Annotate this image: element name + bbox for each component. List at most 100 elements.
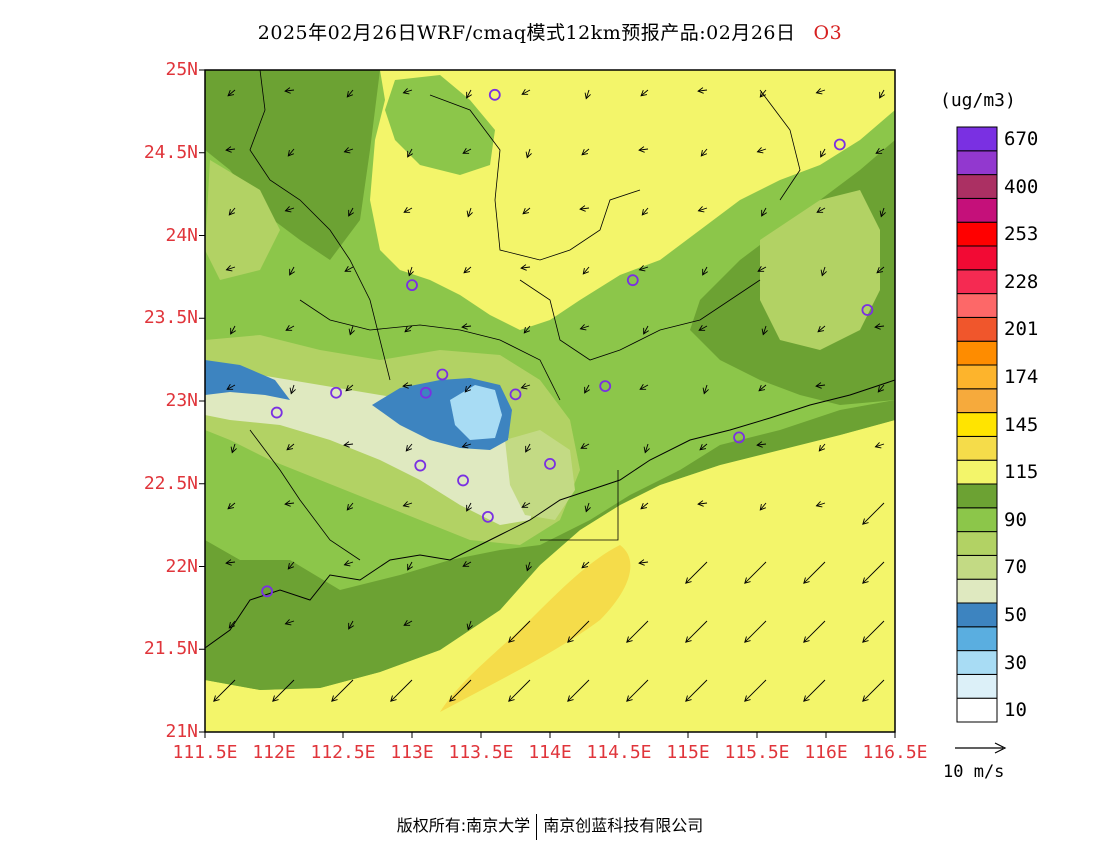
legend-swatch [956,269,998,295]
wind-arrow [521,502,531,508]
lat-label: 22N [165,555,198,577]
legend-swatch [956,602,998,628]
wind-arrow [761,207,767,217]
wind-arrowhead [285,325,293,331]
wind-arrow [523,325,531,334]
wind-arrow [758,384,767,392]
wind-arrow [467,620,472,630]
wind-arrowhead [461,323,468,330]
wind-arrowhead [803,695,810,702]
wind-arrowhead [462,148,470,154]
wind-arrowhead [390,695,397,702]
wind-arrow [816,207,826,213]
wind-arrow [626,620,649,643]
legend-swatch [956,221,998,247]
wind-arrowhead [640,502,648,510]
wind-arrowhead [626,695,633,702]
legend-swatch [956,150,998,176]
wind-arrowhead [228,208,236,216]
wind-arrow [526,148,531,158]
title-text: 2025年02月26日WRF/cmaq模式12km预报产品:02月26日 [257,22,796,44]
wind-arrow [862,679,885,702]
wind-arrowhead [638,146,645,153]
wind-arrowhead [405,444,413,452]
wind-arrowhead [862,518,869,525]
legend-swatch [956,483,998,509]
wind-arrowhead [521,502,529,508]
field-ne-light [760,190,880,350]
field-nw-dark [205,70,380,260]
station-marker [733,431,745,444]
wind-arrow [464,384,472,393]
wind-arrowhead [877,385,885,393]
wind-arrow [404,325,413,333]
wind-arrowhead [289,268,295,276]
wind-arrow [331,679,354,702]
wind-arrowhead [579,324,587,331]
wind-arrow [344,443,354,446]
wind-arrowhead [815,88,823,95]
wind-arrow [639,148,649,151]
wind-arrow [759,502,767,511]
station-marker [544,457,556,470]
boundary-sw [249,429,361,561]
wind-arrowhead [638,265,646,272]
legend-swatch [956,293,998,318]
wind-arrowhead [508,695,515,702]
wind-arrowhead [744,577,751,584]
wind-arrowhead [402,88,410,95]
wind-arrowhead [874,442,882,449]
wind-arrow [285,89,295,92]
wind-arrow [227,89,236,97]
legend-value: 400 [1004,175,1039,198]
wind-arrow [226,561,236,564]
wind-arrow [522,207,531,215]
lat-label: 21N [165,721,198,742]
wind-arrowhead [697,87,704,94]
wind-arrowhead [759,90,767,98]
wind-arrowhead [816,207,824,213]
wind-arrowhead [287,149,295,157]
wind-arrowhead [580,443,588,449]
wind-arrowhead [525,445,531,453]
wind-arrowhead [862,636,869,643]
wind-arrowhead [744,636,751,643]
wind-arrow [226,148,236,151]
wind-arrowhead [461,442,469,449]
wind-arrowhead [230,446,237,454]
wind-arrow [286,443,295,451]
station-marker [406,279,418,292]
legend-swatch [956,245,998,271]
boundary-hk [540,470,619,541]
wind-arrow [700,148,708,157]
map-title: 2025年02月26日WRF/cmaq模式12km预报产品:02月26日 O3 [0,18,1100,45]
station-marker [626,274,639,287]
station-marker [509,388,522,401]
wind-arrow [463,266,472,274]
wind-arrow [640,89,649,97]
wind-arrowhead [407,150,413,158]
wind-arrow [762,325,767,335]
boundary-east [519,279,761,361]
wind-arrowhead [862,577,869,584]
wind-arrowhead [403,207,411,213]
wind-arrow [230,325,236,335]
legend-value: 145 [1004,413,1039,436]
legend-swatch [956,197,998,223]
wind-arrowhead [581,148,589,156]
legend-swatch [956,126,998,152]
wind-arrow [685,561,708,584]
wind-arrowhead [640,89,648,97]
wind-arrowhead [344,266,352,272]
wind-arrow [287,561,295,570]
wind-arrow [346,89,354,98]
wind-arrow [508,620,531,643]
wind-arrowhead [348,328,355,336]
station-marker [488,88,501,101]
lon-label: 113.5E [448,742,514,763]
wind-arrowhead [702,387,709,395]
wind-arrow [879,89,885,99]
wind-arrowhead [525,151,532,159]
boundaries [205,70,895,649]
